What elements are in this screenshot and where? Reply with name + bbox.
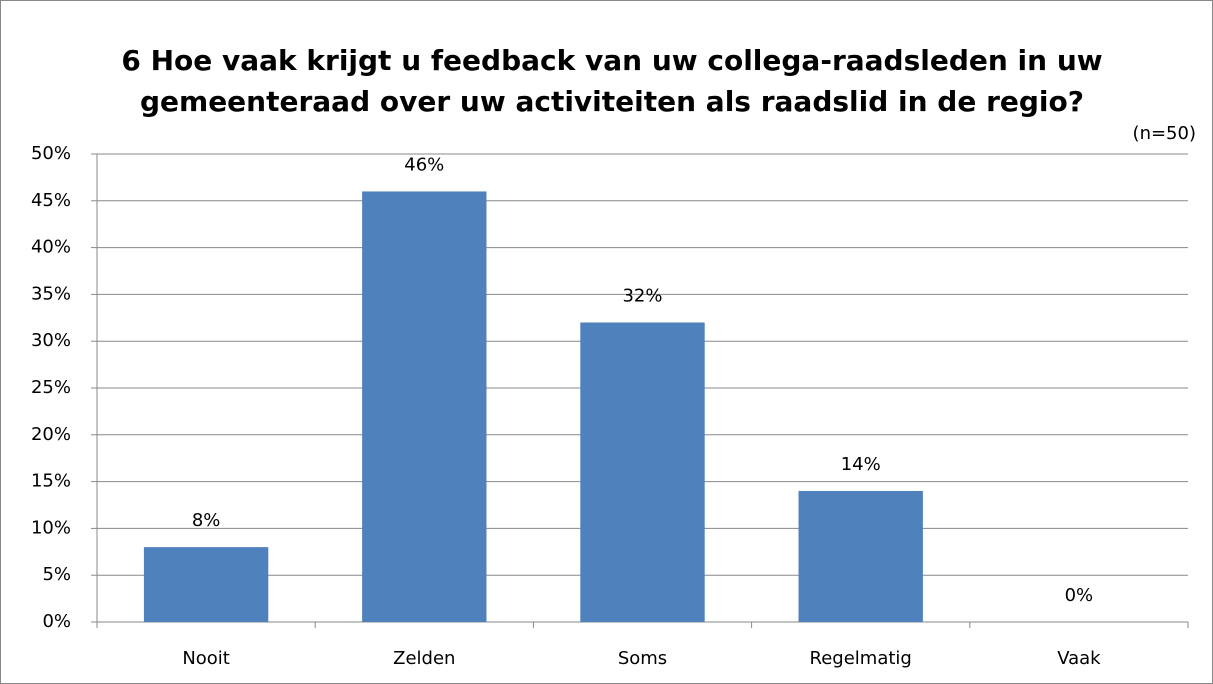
data-label: 14% xyxy=(841,454,881,475)
x-tick-label: Nooit xyxy=(182,648,230,669)
bar xyxy=(362,191,487,622)
bar xyxy=(798,490,923,622)
y-tick-label: 50% xyxy=(31,143,71,164)
bar xyxy=(580,322,705,622)
y-tick-label: 45% xyxy=(31,190,71,211)
y-tick-label: 0% xyxy=(42,611,71,632)
x-tick-label: Regelmatig xyxy=(810,648,912,669)
y-tick-label: 20% xyxy=(31,424,71,445)
y-tick-label: 15% xyxy=(31,471,71,492)
bar xyxy=(143,547,269,622)
data-label: 8% xyxy=(192,510,221,531)
data-label: 0% xyxy=(1065,585,1094,606)
x-tick-label: Soms xyxy=(618,648,667,669)
y-tick-label: 10% xyxy=(31,517,71,538)
data-label: 32% xyxy=(622,285,662,306)
y-tick-label: 30% xyxy=(31,330,71,351)
y-tick-label: 35% xyxy=(31,283,71,304)
y-tick-label: 5% xyxy=(42,564,71,585)
y-tick-label: 25% xyxy=(31,377,71,398)
data-label: 46% xyxy=(404,154,444,175)
y-tick-label: 40% xyxy=(31,237,71,258)
x-tick-label: Zelden xyxy=(393,648,455,669)
chart-title: 6 Hoe vaak krijgt u feedback van uw coll… xyxy=(121,44,1103,118)
x-tick-label: Vaak xyxy=(1057,648,1101,669)
chart-subtitle: (n=50) xyxy=(1133,123,1196,144)
